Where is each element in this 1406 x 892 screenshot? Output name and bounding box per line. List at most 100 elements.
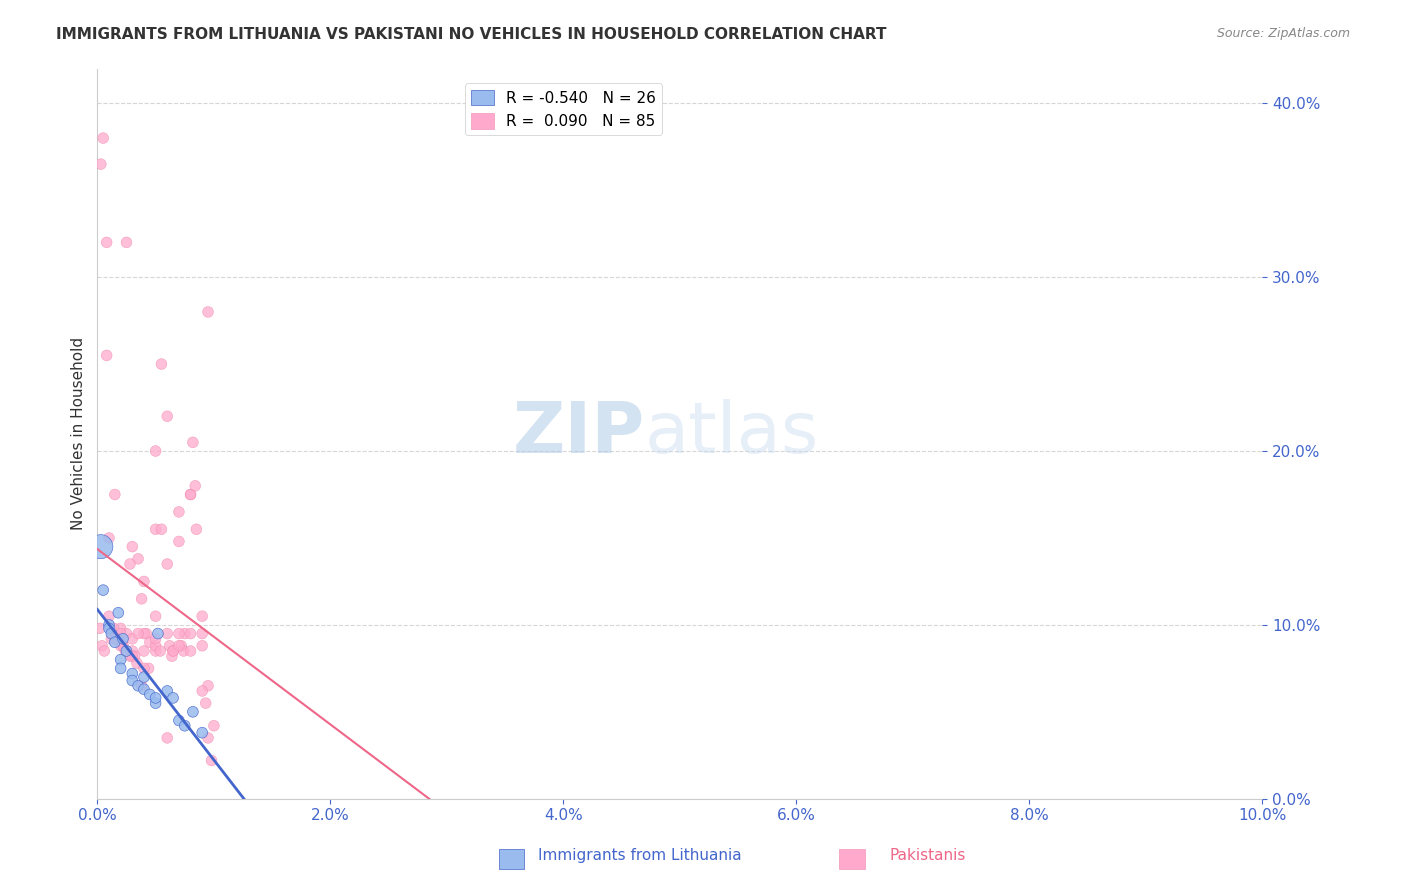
- Point: [167, 714, 190, 728]
- Point: [156, 731, 179, 745]
- Y-axis label: No Vehicles in Household: No Vehicles in Household: [72, 337, 86, 530]
- Point: [191, 609, 214, 624]
- Point: [110, 661, 132, 675]
- Point: [132, 626, 155, 640]
- Point: [104, 632, 127, 646]
- Point: [162, 690, 184, 705]
- Text: IMMIGRANTS FROM LITHUANIA VS PAKISTANI NO VEHICLES IN HOUSEHOLD CORRELATION CHAR: IMMIGRANTS FROM LITHUANIA VS PAKISTANI N…: [56, 27, 887, 42]
- Point: [186, 522, 208, 536]
- Point: [127, 626, 149, 640]
- Point: [145, 696, 167, 710]
- Point: [100, 632, 122, 646]
- Point: [139, 635, 162, 649]
- Point: [150, 357, 173, 371]
- Point: [96, 235, 118, 250]
- Point: [98, 621, 121, 635]
- Point: [110, 635, 132, 649]
- Point: [181, 705, 204, 719]
- Point: [167, 626, 190, 640]
- Point: [104, 635, 127, 649]
- Point: [146, 626, 169, 640]
- Point: [145, 644, 167, 658]
- Point: [101, 626, 124, 640]
- Text: atlas: atlas: [645, 399, 820, 468]
- Point: [131, 679, 153, 693]
- Point: [127, 679, 149, 693]
- Point: [114, 644, 136, 658]
- Point: [180, 487, 202, 501]
- Point: [156, 684, 179, 698]
- Point: [111, 639, 134, 653]
- Text: Immigrants from Lithuania: Immigrants from Lithuania: [538, 848, 741, 863]
- Point: [173, 626, 195, 640]
- Point: [121, 632, 143, 646]
- Point: [131, 591, 153, 606]
- Point: [160, 649, 183, 664]
- Point: [156, 409, 179, 424]
- Point: [104, 487, 127, 501]
- Point: [145, 639, 167, 653]
- Point: [121, 673, 143, 688]
- Point: [98, 618, 121, 632]
- Point: [93, 644, 115, 658]
- Point: [162, 644, 184, 658]
- Point: [110, 626, 132, 640]
- Point: [145, 444, 167, 458]
- Point: [180, 487, 202, 501]
- Point: [111, 632, 134, 646]
- Point: [139, 688, 162, 702]
- Point: [103, 621, 125, 635]
- Point: [121, 644, 143, 658]
- Point: [110, 621, 132, 635]
- Point: [184, 479, 207, 493]
- Point: [181, 435, 204, 450]
- Point: [110, 653, 132, 667]
- Point: [145, 690, 167, 705]
- Point: [111, 639, 134, 653]
- Point: [145, 522, 167, 536]
- Point: [132, 574, 155, 589]
- Point: [167, 639, 190, 653]
- Point: [191, 626, 214, 640]
- Point: [156, 557, 179, 571]
- Point: [167, 505, 190, 519]
- Legend: R = -0.540   N = 26, R =  0.090   N = 85: R = -0.540 N = 26, R = 0.090 N = 85: [465, 84, 662, 136]
- Point: [90, 157, 112, 171]
- Point: [173, 644, 195, 658]
- Point: [90, 540, 112, 554]
- Point: [200, 754, 222, 768]
- Point: [132, 661, 155, 675]
- Text: Source: ZipAtlas.com: Source: ZipAtlas.com: [1216, 27, 1350, 40]
- Point: [194, 696, 217, 710]
- Point: [121, 666, 143, 681]
- Point: [156, 626, 179, 640]
- Text: ZIP: ZIP: [513, 399, 645, 468]
- Bar: [839, 849, 865, 869]
- Point: [132, 670, 155, 684]
- Point: [170, 639, 193, 653]
- Point: [118, 557, 141, 571]
- Point: [202, 719, 225, 733]
- Point: [197, 305, 219, 319]
- Point: [107, 632, 129, 646]
- Point: [138, 661, 160, 675]
- Point: [115, 626, 138, 640]
- Point: [91, 131, 114, 145]
- Point: [104, 632, 127, 646]
- Point: [180, 626, 202, 640]
- Point: [98, 609, 121, 624]
- Point: [125, 656, 148, 670]
- Point: [121, 649, 143, 664]
- Point: [91, 583, 114, 598]
- Point: [191, 639, 214, 653]
- Point: [121, 540, 143, 554]
- Text: Pakistanis: Pakistanis: [890, 848, 966, 863]
- Point: [167, 534, 190, 549]
- Point: [132, 644, 155, 658]
- Point: [124, 649, 146, 664]
- Point: [180, 644, 202, 658]
- Point: [159, 639, 181, 653]
- Point: [115, 235, 138, 250]
- Point: [107, 606, 129, 620]
- Point: [96, 348, 118, 362]
